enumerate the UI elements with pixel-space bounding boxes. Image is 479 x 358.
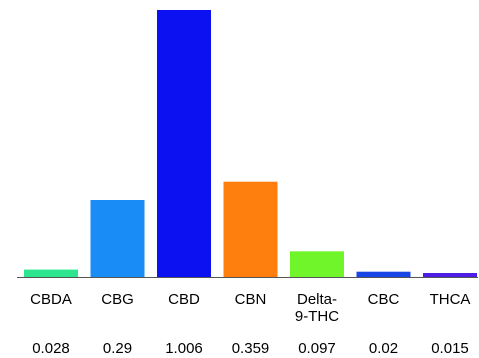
bar-6 <box>423 273 477 277</box>
value-label-4: 0.097 <box>298 340 336 357</box>
category-label-1: CBG <box>101 291 134 308</box>
category-label-4: Delta-9-THC <box>295 291 339 325</box>
bar-5 <box>356 271 411 277</box>
value-label-3: 0.359 <box>232 340 270 357</box>
category-label-3: CBN <box>235 291 267 308</box>
category-label-2: CBD <box>168 291 200 308</box>
value-labels-group: 0.028 0.29 1.006 0.359 0.097 0.02 0.015 <box>32 340 469 357</box>
value-label-1: 0.29 <box>103 340 132 357</box>
bar-2 <box>157 10 211 277</box>
category-label-0: CBDA <box>30 291 72 308</box>
category-label-6: THCA <box>430 291 471 308</box>
category-labels-group: CBDA CBG CBD CBN Delta-9-THC CBC THCA <box>30 291 470 325</box>
bars-group <box>24 10 477 277</box>
bar-0 <box>24 269 78 277</box>
value-label-2: 1.006 <box>165 340 203 357</box>
value-label-5: 0.02 <box>369 340 398 357</box>
bar-1 <box>90 200 145 277</box>
value-label-0: 0.028 <box>32 340 70 357</box>
bar-3 <box>223 181 278 277</box>
value-label-6: 0.015 <box>431 340 469 357</box>
bar-4 <box>290 251 344 277</box>
category-label-5: CBC <box>368 291 400 308</box>
